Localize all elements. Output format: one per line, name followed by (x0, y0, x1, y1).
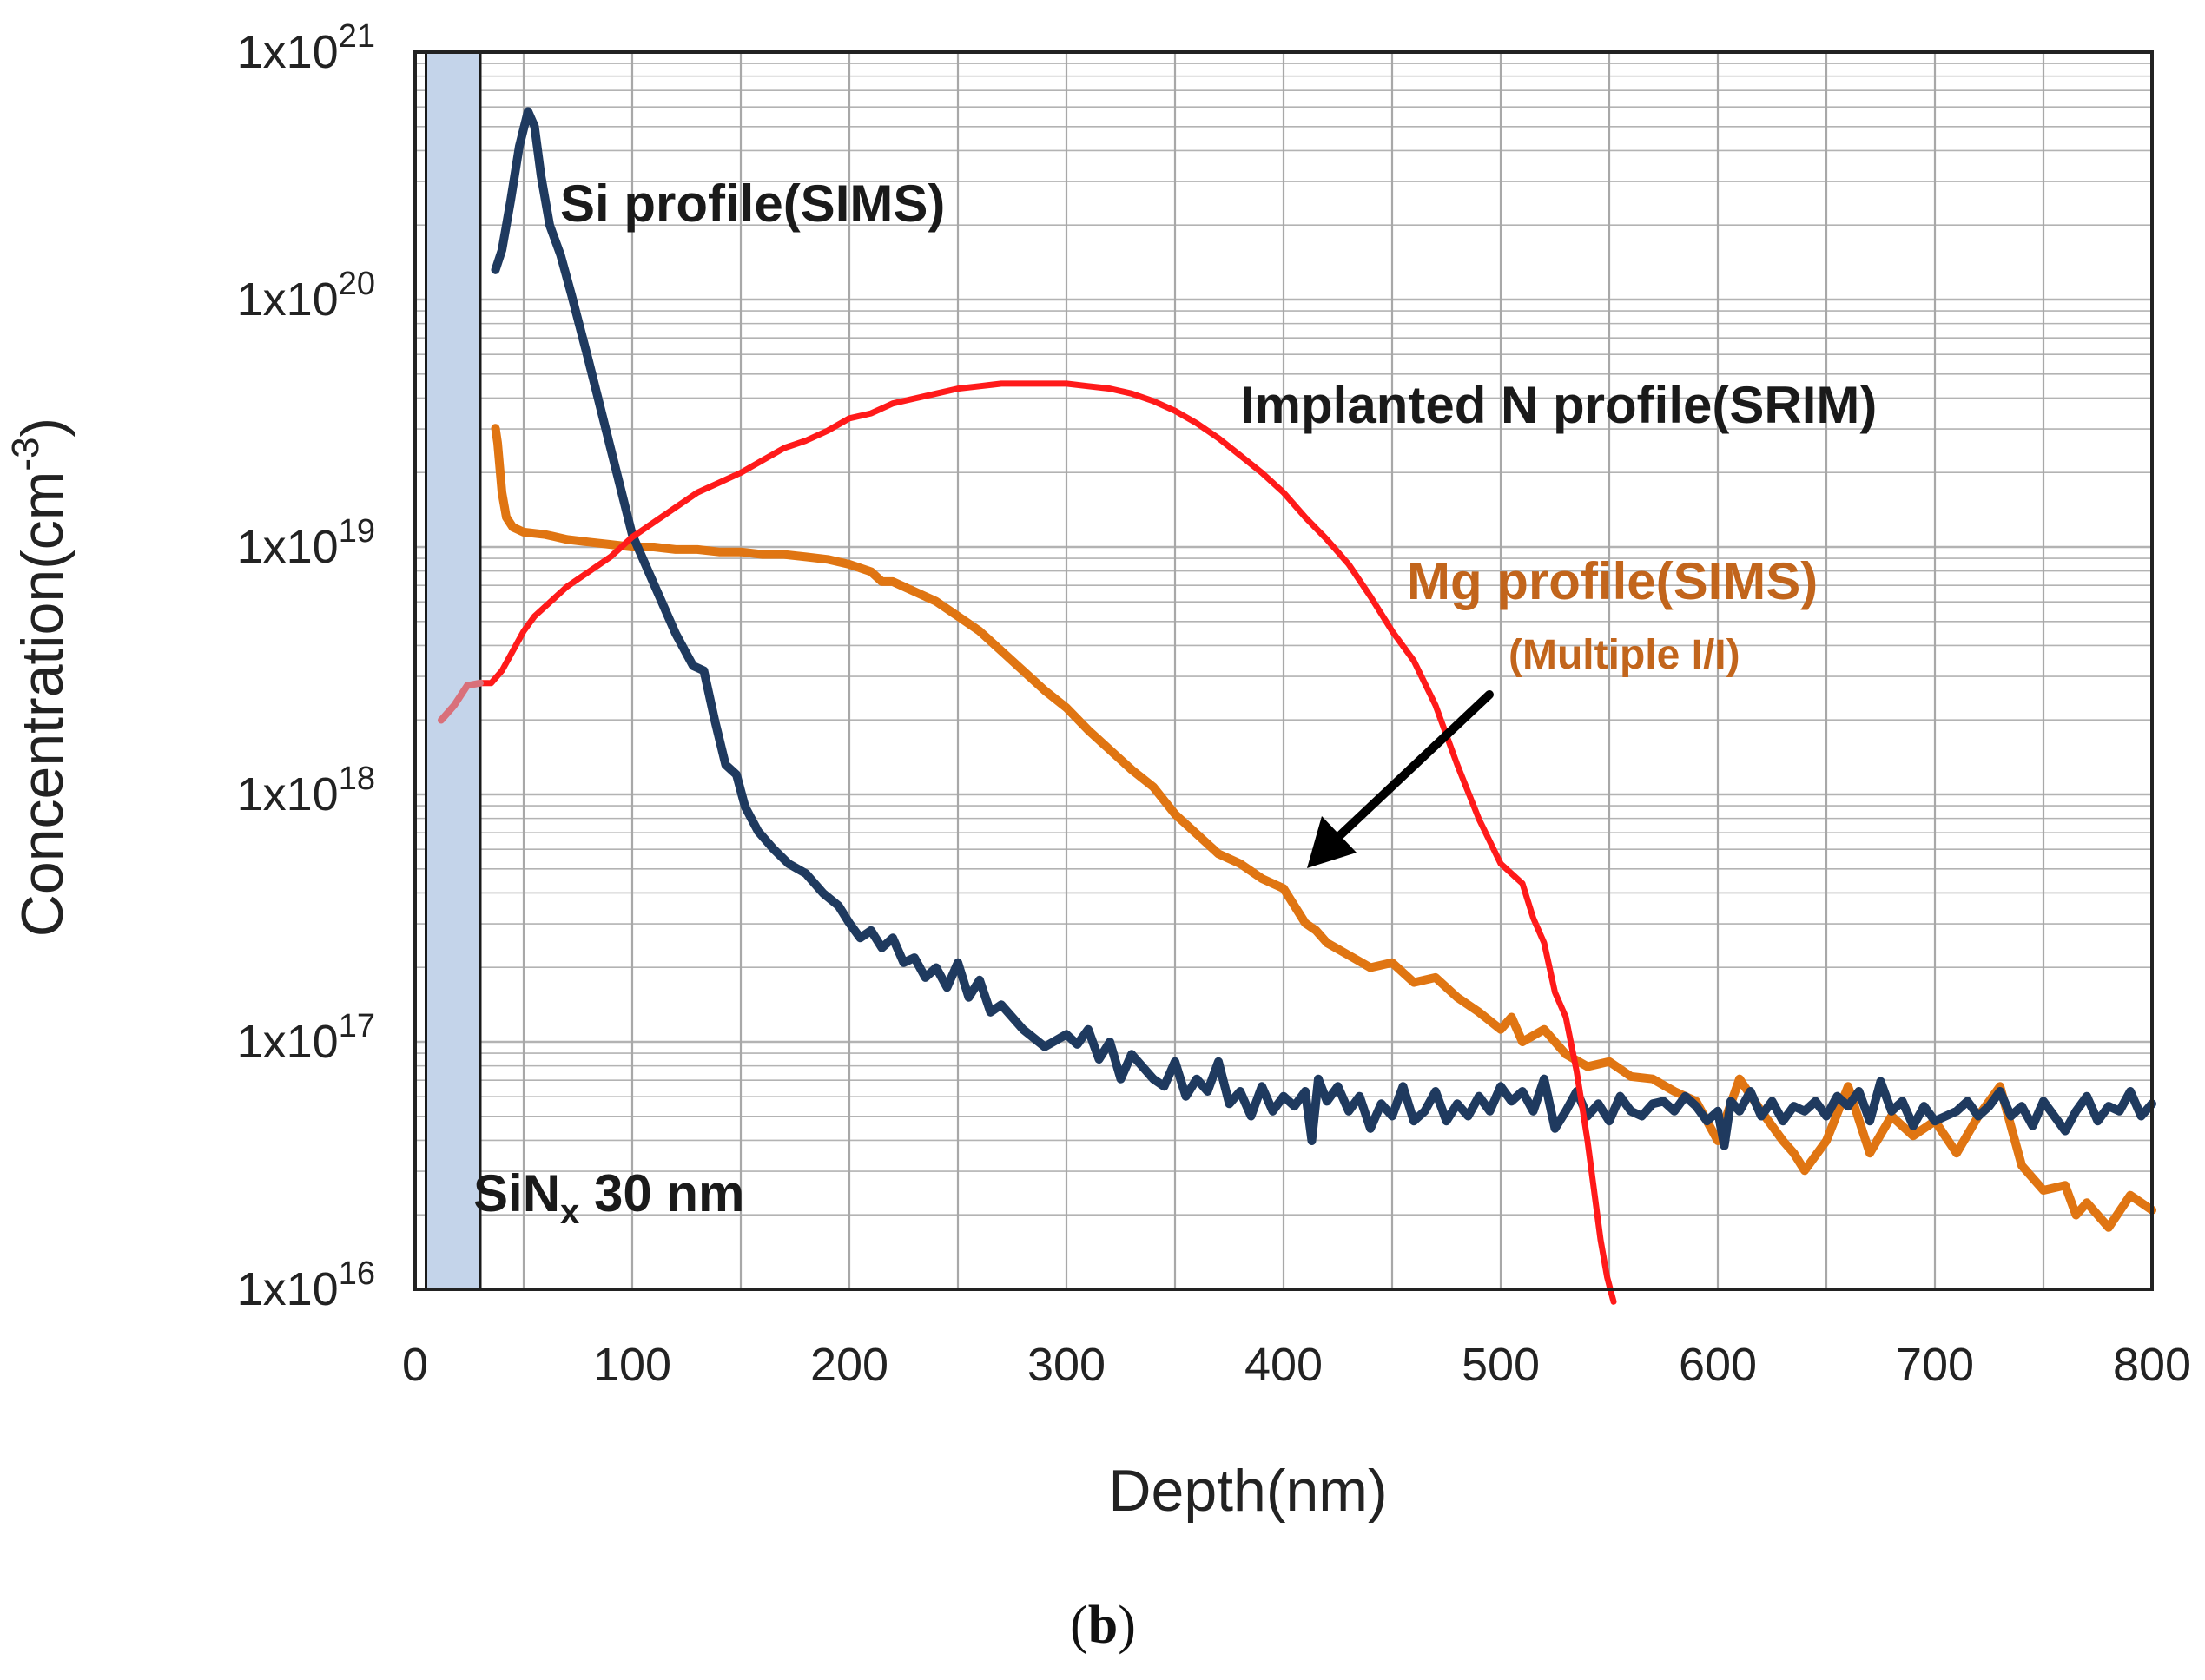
mg-profile-label: Mg profile(SIMS) (1407, 552, 1818, 610)
sin-layer-region (425, 50, 482, 1291)
si-profile-line (491, 107, 2156, 1150)
x-axis-label: Depth(nm) (1108, 1458, 1387, 1524)
x-tick-label: 200 (810, 1339, 888, 1391)
y-tick-label: 1x1019 (237, 513, 375, 573)
x-tick-label: 300 (1027, 1339, 1106, 1391)
y-axis-label: Concentration(cm-3) (4, 418, 76, 937)
y-tick-label: 1x1020 (237, 266, 375, 326)
y-tick-label: 1x1017 (237, 1008, 375, 1068)
x-tick-labels: 0 100 200 300 400 500 600 700 800 (402, 1339, 2191, 1391)
mg-profile-sublabel: (Multiple I/I) (1509, 632, 1740, 678)
x-tick-label: 100 (593, 1339, 671, 1391)
x-tick-label: 0 (402, 1339, 428, 1391)
series-lines (438, 107, 2156, 1305)
n-profile-line-in-sin (438, 679, 484, 724)
x-tick-label: 500 (1462, 1339, 1540, 1391)
sin-layer-label: SiNx 30 nm (473, 1164, 744, 1231)
plot-frame (413, 50, 2154, 1291)
n-profile-label: Implanted N profile(SRIM) (1240, 376, 1877, 434)
si-profile-label: Si profile(SIMS) (560, 175, 945, 233)
x-tick-label: 600 (1679, 1339, 1757, 1391)
y-tick-label: 1x1016 (237, 1255, 375, 1315)
x-tick-label: 400 (1244, 1339, 1323, 1391)
figure-caption: (b) (1070, 1596, 1136, 1655)
y-tick-label: 1x1021 (237, 18, 375, 78)
x-tick-label: 700 (1896, 1339, 1974, 1391)
y-tick-label: 1x1018 (237, 761, 375, 820)
mg-profile-line (491, 424, 2156, 1232)
x-tick-label: 800 (2113, 1339, 2191, 1391)
annotation-arrow (1307, 690, 1494, 868)
n-profile-line (477, 380, 1617, 1305)
y-tick-labels: 1x1016 1x1017 1x1018 1x1019 1x1020 1x1021 (237, 18, 375, 1315)
